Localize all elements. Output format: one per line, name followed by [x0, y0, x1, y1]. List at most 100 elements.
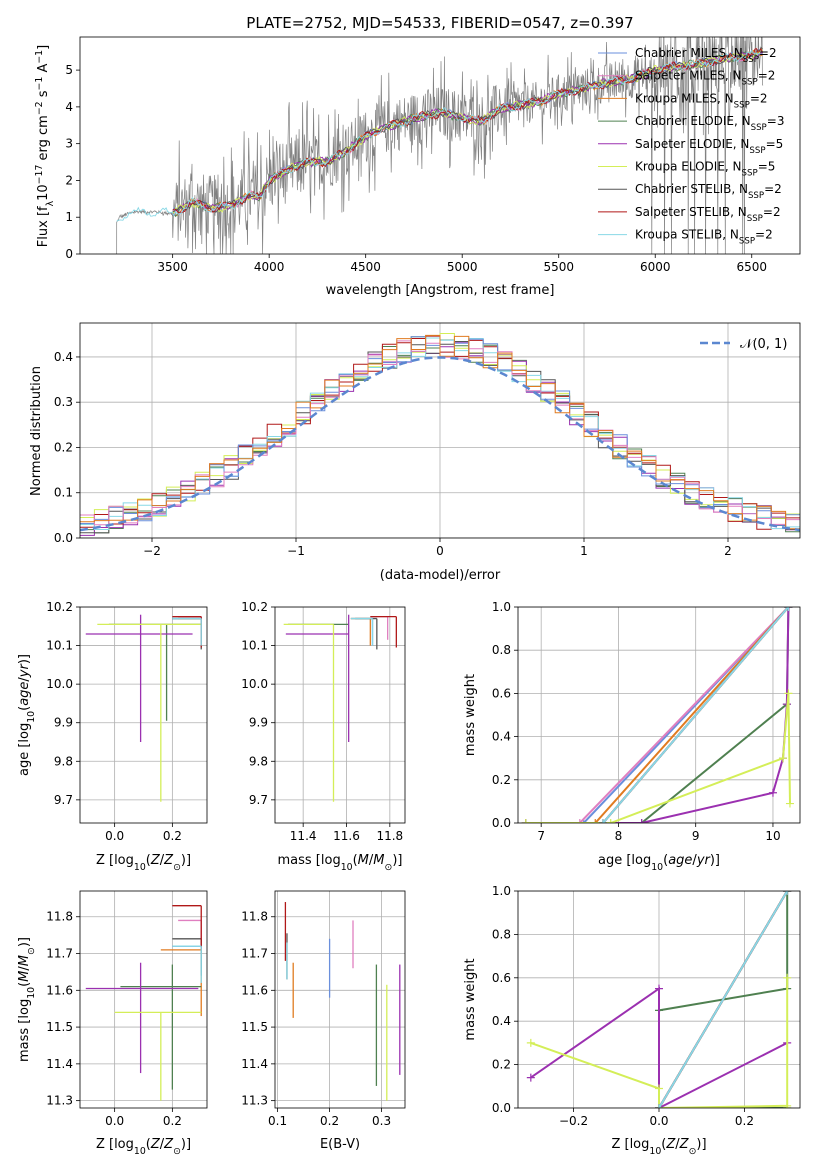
legend-entry: Kroupa STELIB, NSSP=2	[635, 228, 773, 247]
x-tick-label: 4500	[350, 260, 381, 274]
y-tick-label: 10.1	[241, 639, 268, 653]
y-tick-label: 11.6	[46, 983, 73, 997]
axes-frame	[274, 606, 406, 824]
marker-kroupa-stelib	[783, 891, 792, 895]
line-salpeter-elodie	[530, 986, 788, 1108]
marker-salpeter-elodie	[655, 984, 663, 993]
y-tick-label: 1.0	[492, 884, 511, 898]
marker-kroupa-elodie	[526, 1038, 535, 1047]
y-tick-label: 9.9	[249, 716, 268, 730]
y-axis-label: mass [log10(M/M⊙)]	[17, 937, 37, 1062]
x-axis-label: Z [log10(Z/Z⊙)]	[96, 1137, 191, 1157]
y-tick-label: 9.8	[54, 754, 73, 768]
panel-spectrum: 3500 4000 4500 5000 5500 6000 6500 0 1 2 3 4 5 Chabri…	[34, 36, 801, 298]
x-tick-label: 0.2	[735, 1114, 754, 1128]
y-tick-label: 1	[65, 210, 73, 224]
y-tick-label: 3	[65, 137, 73, 151]
y-tick-label: 10.2	[241, 600, 268, 614]
y-axis-label: mass weight	[463, 674, 478, 756]
x-tick-label: 2	[724, 544, 732, 558]
x-tick-label: 11.4	[290, 829, 317, 843]
data-spectrum	[116, 37, 764, 254]
plot-area	[80, 323, 800, 538]
y-tick-label: 9.7	[54, 793, 73, 807]
marker-kroupa-elodie	[785, 799, 794, 808]
x-tick-label: 9	[692, 829, 700, 843]
x-tick-label: 0.0	[105, 1114, 124, 1128]
y-tick-label: 0.2	[492, 773, 511, 787]
marker-kroupa-stelib	[655, 1104, 663, 1108]
x-axis-label: Z [log10(Z/Z⊙)]	[96, 853, 191, 873]
line-salpeter-miles	[579, 607, 790, 823]
y-tick-label: 0.4	[492, 730, 511, 744]
legend-entry: Salpeter MILES, NSSP=2	[635, 69, 775, 88]
y-tick-label: 11.8	[241, 910, 268, 924]
panel-age-vs-Z: 0.0 0.2 9.7 9.8 9.9 10.0 10.1 10.2 Z [log10(Z/Z⊙…	[17, 600, 208, 873]
x-axis-label: (data-model)/error	[380, 568, 501, 583]
x-tick-label: 8	[615, 829, 623, 843]
y-tick-label: 10.2	[46, 600, 73, 614]
plot-area	[275, 891, 405, 1108]
y-axis-label: Normed distribution	[29, 366, 44, 496]
residual-histogram-kroupa-stelib	[80, 334, 800, 530]
y-tick-label: 11.4	[46, 1057, 73, 1071]
x-tick-label: 1	[580, 544, 588, 558]
y-tick-label: 11.8	[46, 910, 73, 924]
y-tick-label: 0.1	[54, 486, 73, 500]
y-tick-label: 2	[65, 173, 73, 187]
plot-area	[80, 607, 207, 823]
marker-kroupa-elodie	[783, 1104, 792, 1108]
x-tick-label: 3500	[157, 260, 188, 274]
line-kroupa-elodie	[530, 977, 789, 1108]
marker-salpeter-elodie	[637, 819, 646, 823]
marker-kroupa-elodie	[606, 819, 615, 823]
y-tick-label: 0.3	[54, 395, 73, 409]
axes-frame	[79, 890, 208, 1109]
y-tick-label: 0.4	[54, 350, 73, 364]
x-tick-label: 0.1	[268, 1114, 287, 1128]
y-tick-label: 0.4	[492, 1014, 511, 1028]
x-tick-label: 0.2	[163, 829, 182, 843]
y-tick-label: 11.6	[241, 983, 268, 997]
y-tick-label: 11.3	[241, 1094, 268, 1108]
legend-entry: Kroupa ELODIE, NSSP=5	[635, 160, 775, 179]
axes-frame	[274, 890, 406, 1109]
residual-histogram-kroupa-miles	[80, 333, 800, 522]
y-tick-label: 11.5	[241, 1020, 268, 1034]
model-spectrum-chabrier-stelib	[172, 46, 763, 213]
x-tick-label: 0.2	[320, 1114, 339, 1128]
y-tick-label: 1.0	[492, 600, 511, 614]
y-tick-label: 11.3	[46, 1094, 73, 1108]
model-spectrum-kroupa-stelib	[116, 49, 763, 222]
x-axis-label: Z [log10(Z/Z⊙)]	[611, 1137, 706, 1157]
y-tick-label: 0.8	[492, 927, 511, 941]
axes-frame	[79, 36, 801, 255]
x-axis-label: mass [log10(M/M⊙)]	[277, 853, 402, 873]
legend-entry: Salpeter ELODIE, NSSP=5	[635, 137, 783, 156]
y-tick-label: 5	[65, 63, 73, 77]
legend-entry: Salpeter STELIB, NSSP=2	[635, 205, 781, 224]
line-kroupa-stelib	[658, 891, 789, 1108]
x-tick-label: 11.6	[333, 829, 360, 843]
plot-area	[80, 891, 207, 1108]
plot-area	[116, 37, 764, 254]
x-tick-label: 0.3	[372, 1114, 391, 1128]
y-tick-label: 11.7	[46, 947, 73, 961]
panel-mass-weight-vs-age: 7 8 9 10 0.0 0.2 0.4 0.6 0.8 1.0 age [log10(age/yr…	[463, 600, 801, 873]
axes-frame	[517, 606, 801, 824]
x-axis-label: age [log10(age/yr)]	[598, 853, 720, 873]
y-tick-label: 4	[65, 100, 73, 114]
legend-entry: 𝒩(0, 1)	[740, 337, 787, 352]
x-tick-label: 11.8	[376, 829, 403, 843]
marker-salpeter-miles	[575, 819, 584, 823]
y-tick-label: 10.0	[241, 677, 268, 691]
y-tick-label: 0.2	[492, 1058, 511, 1072]
legend-entry: Kroupa MILES, NSSP=2	[635, 91, 768, 110]
y-axis-label: mass weight	[463, 958, 478, 1040]
model-spectrum-salpeter-elodie	[172, 51, 763, 216]
y-tick-label: 0.0	[492, 1101, 511, 1115]
axes-frame	[517, 890, 801, 1109]
x-tick-label: 0.2	[163, 1114, 182, 1128]
x-tick-label: −2	[143, 544, 161, 558]
